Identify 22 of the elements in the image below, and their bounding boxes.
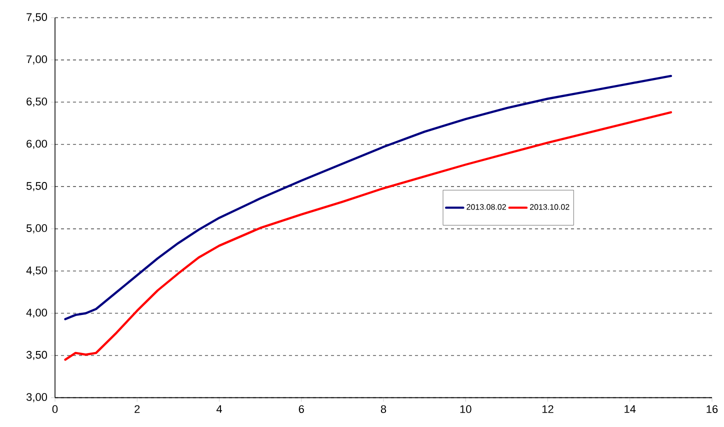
x-tick-label: 16 (706, 405, 718, 414)
y-tick-label: 3,50 (26, 350, 48, 360)
y-tick-label: 3,00 (26, 393, 48, 402)
x-tick-label: 2 (134, 405, 140, 413)
y-tick-label: 4,50 (26, 266, 48, 276)
y-tick-label: 7,50 (26, 13, 48, 22)
legend-label: 2013.08.02 (466, 204, 506, 210)
x-tick-label: 10 (460, 405, 472, 414)
y-tick-label: 4,00 (26, 308, 48, 318)
x-tick-label: 0 (52, 405, 58, 414)
x-tick-label: 6 (298, 405, 304, 414)
y-tick-label: 7,00 (26, 55, 48, 64)
legend-label: 2013.10.02 (530, 204, 570, 210)
y-tick-label: 6,50 (26, 98, 48, 107)
x-tick-label: 14 (624, 405, 636, 413)
x-tick-label: 12 (542, 405, 554, 413)
y-tick-label: 5,50 (26, 182, 48, 192)
x-tick-label: 8 (380, 405, 386, 414)
x-tick-label: 4 (216, 405, 222, 413)
y-tick-label: 6,00 (26, 140, 48, 149)
y-tick-label: 5,00 (26, 224, 48, 234)
line-series (64, 74, 672, 320)
